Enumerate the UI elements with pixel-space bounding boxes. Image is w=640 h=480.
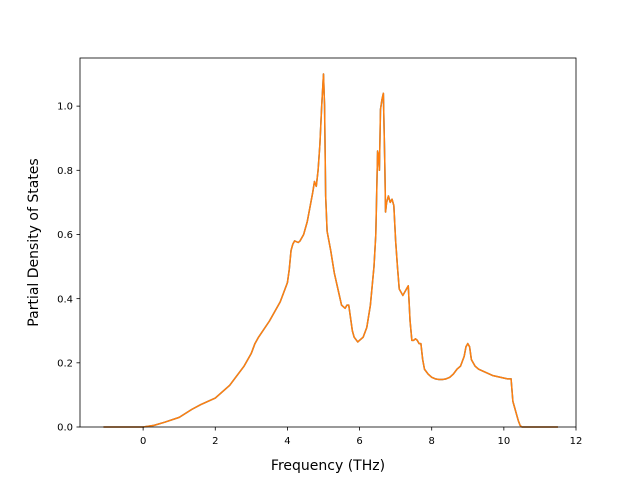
y-axis-ticks: 0.0 0.2 0.4 0.6 0.8 1.0 — [57, 102, 80, 434]
y-axis-label: Partial Density of States — [26, 158, 42, 326]
x-tick-label: 12 — [570, 436, 583, 447]
x-axis-label: Frequency (THz) — [271, 458, 385, 474]
x-tick-label: 10 — [497, 436, 510, 447]
x-tick-label: 2 — [212, 436, 218, 447]
y-tick-label: 0.4 — [57, 294, 73, 305]
y-tick-label: 0.2 — [57, 358, 73, 369]
y-tick-label: 1.0 — [57, 102, 73, 113]
x-tick-label: 8 — [429, 436, 435, 447]
x-tick-label: 4 — [284, 436, 290, 447]
series-line-2 — [103, 73, 558, 428]
y-tick-label: 0.0 — [57, 423, 73, 434]
x-tick-label: 6 — [356, 436, 362, 447]
plot-frame — [79, 57, 577, 428]
x-axis-ticks: 0 2 4 6 8 10 12 — [140, 427, 582, 447]
y-tick-label: 0.8 — [57, 166, 73, 177]
y-tick-label: 0.6 — [57, 230, 73, 241]
series-layer — [103, 73, 558, 428]
x-tick-label: 0 — [140, 436, 146, 447]
